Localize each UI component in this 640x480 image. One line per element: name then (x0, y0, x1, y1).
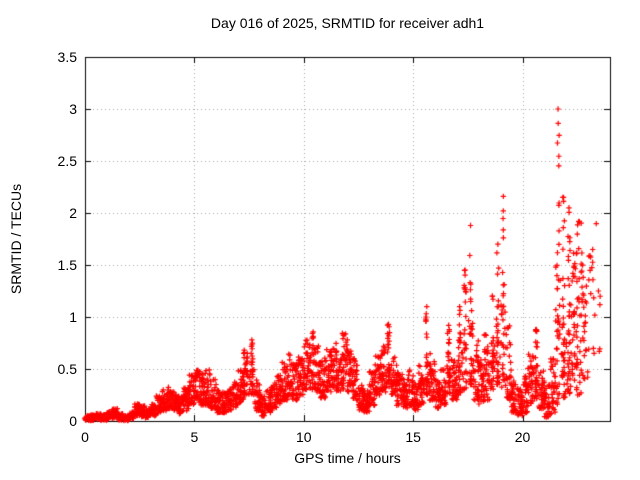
y-axis-label: SRMTID / TECUs (8, 183, 24, 295)
x-tick-label: 0 (81, 429, 89, 445)
x-tick-label: 20 (514, 429, 531, 445)
y-tick-label: 1 (69, 309, 77, 325)
x-tick-label: 10 (295, 429, 312, 445)
y-tick-label: 2 (69, 205, 77, 221)
chart-title: Day 016 of 2025, SRMTID for receiver adh… (210, 15, 485, 31)
x-axis-label: GPS time / hours (294, 450, 401, 466)
y-tick-label: 2.5 (57, 153, 77, 169)
y-tick-label: 1.5 (57, 257, 77, 273)
y-tick-label: 0.5 (57, 361, 77, 377)
x-tick-label: 15 (405, 429, 421, 445)
y-tick-label: 3.5 (57, 49, 77, 65)
y-tick-label: 0 (69, 413, 77, 429)
x-tick-label: 5 (190, 429, 199, 445)
y-tick-label: 3 (69, 101, 77, 117)
